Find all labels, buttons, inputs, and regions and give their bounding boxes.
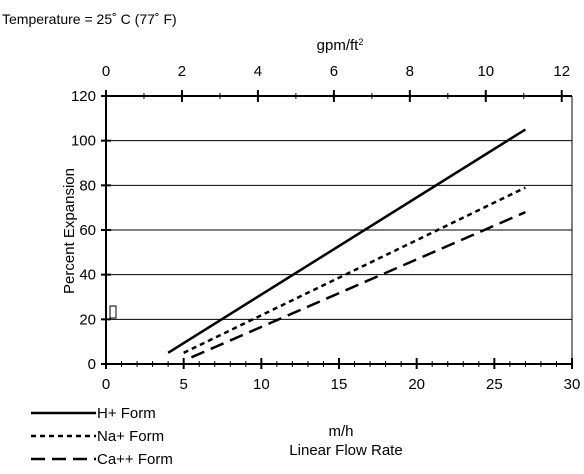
legend: H+ Form Na+ Form Ca++ Form	[31, 405, 173, 468]
x-tick-label: 5	[179, 376, 187, 393]
x-tick-label: 25	[486, 376, 503, 393]
ticks: 0 20 40 60 80 100 120 0 5 10 15 20 25 30 0 2 4 6 8 10 12	[71, 63, 580, 393]
y-tick-label: 0	[88, 356, 96, 373]
gridlines	[106, 95, 572, 365]
top-axis-label: gpm/ft2	[317, 37, 364, 54]
top-tick-label: 6	[330, 63, 338, 80]
x-axis-label: m/h	[328, 423, 353, 440]
y-tick-label: 120	[71, 88, 96, 105]
legend-label: H+ Form	[97, 405, 156, 422]
series-line	[183, 186, 526, 354]
x-tick-label: 30	[564, 376, 581, 393]
temperature-note: Temperature = 25˚ C (77˚ F)	[2, 11, 177, 27]
top-tick-label: 2	[178, 63, 186, 80]
x-axis-label-2: Linear Flow Rate	[289, 442, 402, 459]
marker-box	[109, 305, 117, 319]
top-tick-label: 0	[102, 63, 110, 80]
y-tick-label: 20	[79, 311, 96, 328]
x-tick-label: 20	[408, 376, 425, 393]
top-tick-label: 8	[406, 63, 414, 80]
y-tick-label: 60	[79, 222, 96, 239]
top-tick-label: 12	[553, 63, 570, 80]
top-tick-label: 10	[477, 63, 494, 80]
series-line	[167, 128, 527, 354]
x-tick-label: 0	[102, 376, 110, 393]
legend-label: Na+ Form	[97, 428, 164, 445]
y-tick-label: 40	[79, 267, 96, 284]
series-line	[190, 210, 526, 359]
y-tick-label: 80	[79, 177, 96, 194]
y-tick-label: 100	[71, 133, 96, 150]
top-tick-label: 4	[254, 63, 262, 80]
x-tick-label: 10	[253, 376, 270, 393]
legend-label: Ca++ Form	[97, 451, 173, 468]
y-axis-label: Percent Expansion	[61, 168, 78, 294]
x-tick-label: 15	[331, 376, 348, 393]
series-lines	[167, 128, 527, 359]
